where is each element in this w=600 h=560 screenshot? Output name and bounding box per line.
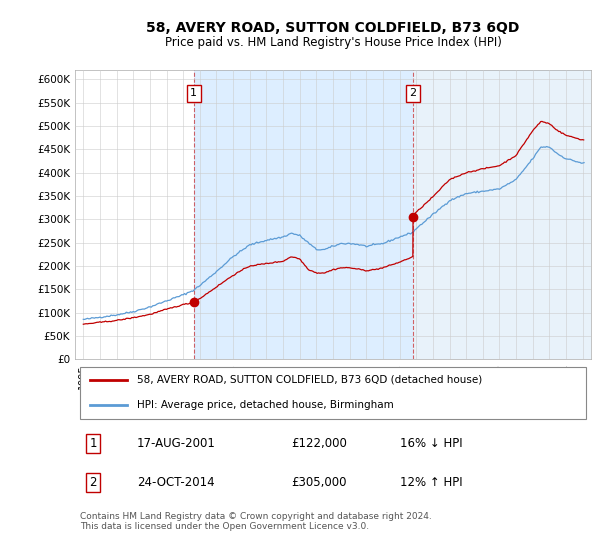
Text: 2: 2 (410, 88, 416, 99)
Text: 24-OCT-2014: 24-OCT-2014 (137, 476, 215, 489)
Text: Price paid vs. HM Land Registry's House Price Index (HPI): Price paid vs. HM Land Registry's House … (164, 36, 502, 49)
Bar (413, 70, 591, 359)
Text: Contains HM Land Registry data © Crown copyright and database right 2024.
This d: Contains HM Land Registry data © Crown c… (80, 512, 432, 531)
Text: 12% ↑ HPI: 12% ↑ HPI (400, 476, 463, 489)
Text: 58, AVERY ROAD, SUTTON COLDFIELD, B73 6QD (detached house): 58, AVERY ROAD, SUTTON COLDFIELD, B73 6Q… (137, 375, 482, 385)
FancyBboxPatch shape (80, 367, 586, 419)
Text: 17-AUG-2001: 17-AUG-2001 (137, 437, 216, 450)
Text: £305,000: £305,000 (292, 476, 347, 489)
Text: HPI: Average price, detached house, Birmingham: HPI: Average price, detached house, Birm… (137, 400, 394, 410)
Text: 1: 1 (89, 437, 97, 450)
Bar (194, 70, 413, 359)
Text: 16% ↓ HPI: 16% ↓ HPI (400, 437, 463, 450)
Text: 58, AVERY ROAD, SUTTON COLDFIELD, B73 6QD: 58, AVERY ROAD, SUTTON COLDFIELD, B73 6Q… (146, 21, 520, 35)
Text: 1: 1 (190, 88, 197, 99)
Text: £122,000: £122,000 (292, 437, 347, 450)
Text: 2: 2 (89, 476, 97, 489)
